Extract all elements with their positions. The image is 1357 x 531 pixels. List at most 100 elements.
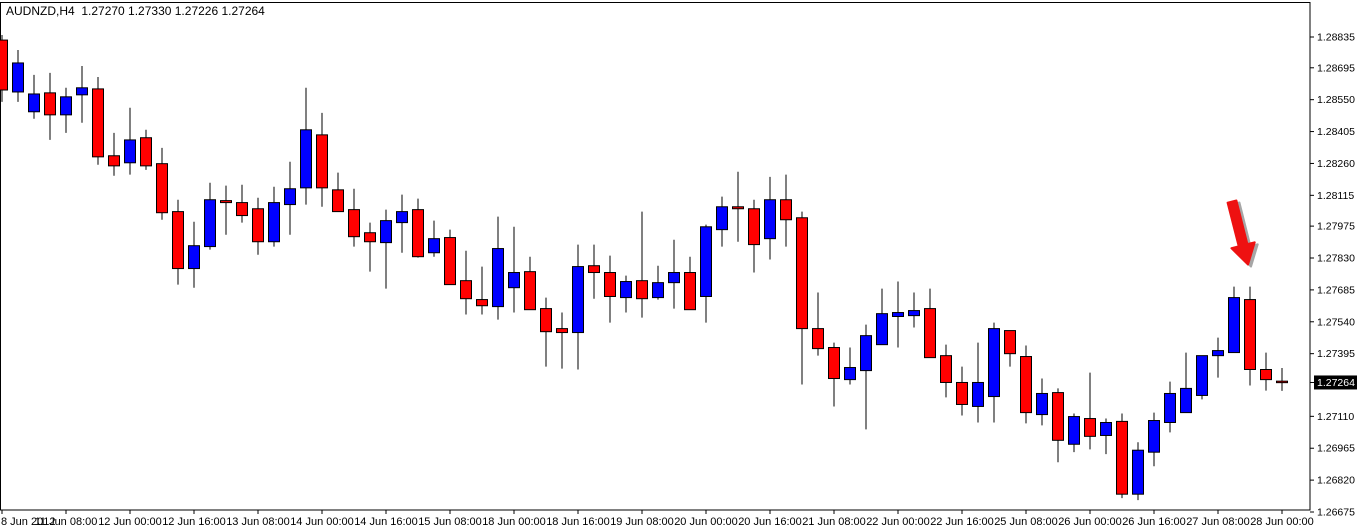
- candle: [1020, 345, 1032, 424]
- candle-body-bear: [172, 211, 184, 270]
- candle: [348, 188, 360, 247]
- x-axis-label: 21 Jun 08:00: [802, 516, 866, 528]
- candle-body-bull: [380, 220, 392, 244]
- candle: [1276, 367, 1288, 391]
- candle-body-bull: [124, 139, 136, 164]
- candle: [1100, 418, 1112, 455]
- candle-body-bull: [396, 211, 408, 224]
- candle: [1212, 337, 1224, 378]
- candle: [700, 224, 712, 323]
- candle-body-bear: [476, 299, 488, 307]
- candle: [1004, 330, 1016, 367]
- candle: [44, 72, 56, 140]
- candles: [0, 35, 1288, 501]
- y-axis-price-scale[interactable]: 1.28835 1.28695 1.28550 1.28405 1.28260 1.281…: [1310, 32, 1355, 519]
- candle: [492, 216, 504, 320]
- candle: [1084, 372, 1096, 450]
- candle: [508, 226, 520, 313]
- candle-body-bear: [348, 209, 360, 238]
- candle-body-bear: [1116, 420, 1128, 495]
- candle: [764, 176, 776, 260]
- candle: [1196, 355, 1208, 400]
- candle: [940, 344, 952, 398]
- candle: [748, 199, 760, 273]
- chart-title-ohlc: AUDNZD,H4 1.27270 1.27330 1.27226 1.2726…: [6, 4, 265, 18]
- candle-body-bear: [332, 189, 344, 213]
- candle: [892, 281, 904, 348]
- candle: [92, 77, 104, 165]
- candle: [556, 312, 568, 369]
- candle-body-bear: [780, 199, 792, 221]
- candle-body-bull: [1036, 392, 1048, 416]
- x-axis-label: 20 Jun 16:00: [738, 516, 802, 528]
- candle-body-bear: [636, 280, 648, 300]
- candle-body-bull: [1228, 297, 1240, 354]
- x-axis-label: 18 Jun 16:00: [546, 516, 610, 528]
- candle-body-bear: [588, 265, 600, 274]
- candle-body-bull: [908, 310, 920, 317]
- candle-body-bull: [620, 281, 632, 299]
- x-axis-label: 22 Jun 00:00: [866, 516, 930, 528]
- candle-body-bear: [556, 328, 568, 334]
- y-axis-label: 1.26820: [1317, 475, 1355, 487]
- x-axis-label: 8 Jun 2012: [1, 516, 55, 528]
- candle: [876, 288, 888, 346]
- x-axis-label: 12 Jun 16:00: [162, 516, 226, 528]
- candle-body-bear: [460, 280, 472, 300]
- price-box-bg: [1314, 375, 1357, 390]
- candle: [220, 185, 232, 235]
- candle-body-bear: [940, 355, 952, 383]
- candle-body-bear: [236, 202, 248, 217]
- y-axis-label: 1.27830: [1317, 253, 1355, 265]
- candle-body-bear: [540, 308, 552, 333]
- candle-body-bull: [844, 367, 856, 381]
- candle: [1148, 412, 1160, 467]
- x-axis-label: 22 Jun 16:00: [930, 516, 994, 528]
- candle: [444, 229, 456, 286]
- x-axis-label: 20 Jun 00:00: [674, 516, 738, 528]
- x-axis-label: 19 Jun 08:00: [610, 516, 674, 528]
- y-axis-label: 1.27685: [1317, 284, 1355, 296]
- candle-body-bull: [1148, 420, 1160, 453]
- candle: [1036, 378, 1048, 426]
- down-arrow-annotation[interactable]: [1226, 199, 1259, 268]
- candle-body-bear: [1020, 356, 1032, 414]
- x-axis-label: 12 Jun 00:00: [98, 516, 162, 528]
- candle-body-bear: [316, 134, 328, 189]
- candle: [780, 174, 792, 247]
- candle-body-bear: [748, 208, 760, 246]
- candle: [604, 255, 616, 323]
- candle: [1180, 352, 1192, 414]
- candle: [572, 244, 584, 370]
- candle: [652, 265, 664, 300]
- arrow-icon: [1226, 199, 1256, 266]
- candle-body-bull: [972, 381, 984, 407]
- candle-body-bear: [364, 232, 376, 243]
- candle-body-bear: [956, 381, 968, 405]
- candle-body-bear: [812, 328, 824, 350]
- candle-body-bull: [876, 313, 888, 346]
- candle-body-bull: [188, 245, 200, 270]
- candle-body-bear: [1276, 380, 1288, 384]
- candle-body-bull: [508, 272, 520, 289]
- candle: [1052, 388, 1064, 463]
- candle-body-bull: [428, 238, 440, 254]
- candle: [796, 211, 808, 385]
- candle: [476, 266, 488, 315]
- candle-body-bull: [28, 93, 40, 113]
- candle-body-bear: [1244, 299, 1256, 371]
- candle: [204, 182, 216, 250]
- candle: [524, 256, 536, 311]
- candle: [860, 324, 872, 430]
- y-axis-label: 1.28695: [1317, 62, 1355, 74]
- candle: [380, 209, 392, 289]
- candle-body-bull: [1132, 449, 1144, 495]
- candle: [668, 239, 680, 309]
- candle: [1068, 413, 1080, 453]
- candle-body-bear: [1260, 369, 1272, 381]
- candle-body-bear: [412, 209, 424, 258]
- candle-body-bull: [492, 248, 504, 308]
- candle-body-bull: [668, 272, 680, 284]
